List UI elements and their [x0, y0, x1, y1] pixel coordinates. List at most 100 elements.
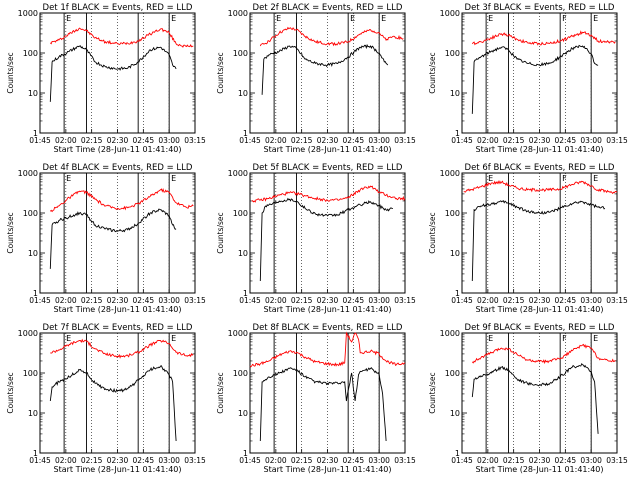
x-tick-label: 02:30: [317, 296, 339, 305]
x-tick-label: 02:45: [555, 296, 577, 305]
x-tick-label: 02:30: [317, 136, 339, 145]
x-tick-label: 02:45: [343, 456, 365, 465]
x-axis-label: Start Time (28-Jun-11 01:41:40): [476, 145, 604, 154]
x-axis-label: Start Time (28-Jun-11 01:41:40): [264, 305, 392, 314]
y-tick-label: 1: [243, 289, 248, 298]
y-tick-label: 1: [455, 289, 460, 298]
x-tick-label: 01:45: [239, 296, 261, 305]
lld-series-line: [49, 27, 194, 48]
event-marker-label: E: [381, 14, 386, 23]
x-tick-label: 02:00: [265, 296, 287, 305]
y-axis-label: Counts/sec: [216, 212, 225, 253]
x-tick-label: 02:15: [81, 456, 103, 465]
x-tick-label: 03:15: [606, 296, 628, 305]
event-marker-label: E: [66, 334, 71, 343]
x-tick-label: 03:00: [368, 136, 390, 145]
x-tick-label: 02:15: [291, 136, 313, 145]
y-tick-label: 1: [455, 449, 460, 458]
x-axis-label: Start Time (28-Jun-11 01:41:40): [476, 305, 604, 314]
lld-series-line: [249, 331, 406, 368]
y-tick-label: 1: [243, 129, 248, 138]
x-tick-label: 01:45: [29, 136, 51, 145]
x-tick-label: 02:00: [265, 136, 287, 145]
y-tick-label: 10: [28, 249, 38, 258]
x-tick-label: 02:15: [291, 296, 313, 305]
x-tick-label: 03:15: [394, 296, 416, 305]
events-series-line: [261, 43, 389, 95]
y-tick-label: 10: [450, 409, 460, 418]
y-tick-label: 10: [28, 409, 38, 418]
x-tick-label: 03:00: [580, 456, 602, 465]
events-series-line: [259, 197, 393, 282]
x-tick-label: 01:45: [29, 296, 51, 305]
x-tick-label: 02:45: [343, 136, 365, 145]
y-tick-label: 1000: [440, 9, 460, 18]
y-axis-label: Counts/sec: [428, 372, 437, 413]
x-tick-label: 02:30: [529, 296, 551, 305]
y-tick-label: 10: [238, 89, 248, 98]
events-series-line: [259, 367, 387, 442]
y-axis-label: Counts/sec: [6, 212, 15, 253]
y-tick-label: 10: [450, 89, 460, 98]
x-axis-label: Start Time (28-Jun-11 01:41:40): [54, 145, 182, 154]
chart-title: Det 5f BLACK = Events, RED = LLD: [253, 163, 403, 173]
y-tick-label: 1: [33, 129, 38, 138]
y-tick-label: 10: [28, 89, 38, 98]
x-tick-label: 01:45: [239, 136, 261, 145]
y-tick-label: 10: [450, 249, 460, 258]
x-tick-label: 02:45: [133, 296, 155, 305]
x-tick-label: 02:00: [477, 456, 499, 465]
y-tick-label: 1000: [440, 329, 460, 338]
x-tick-label: 01:45: [451, 456, 473, 465]
y-tick-label: 100: [233, 209, 248, 218]
y-tick-label: 100: [23, 49, 38, 58]
event-marker-label: E: [171, 14, 176, 23]
x-axis-label: Start Time (28-Jun-11 01:41:40): [264, 465, 392, 474]
event-marker-label: E: [488, 174, 493, 183]
x-tick-label: 02:15: [503, 136, 525, 145]
event-marker-label: E: [593, 174, 598, 183]
y-tick-label: 1000: [228, 9, 248, 18]
event-marker-label: E: [350, 14, 355, 23]
x-tick-label: 02:30: [317, 456, 339, 465]
x-tick-label: 02:45: [555, 136, 577, 145]
event-marker-label: E: [66, 174, 71, 183]
y-tick-label: 100: [23, 369, 38, 378]
x-tick-label: 03:15: [184, 456, 206, 465]
y-tick-label: 1: [33, 449, 38, 458]
x-tick-label: 03:15: [606, 456, 628, 465]
y-tick-label: 1: [33, 289, 38, 298]
lld-series-line: [471, 30, 616, 46]
event-marker-label: F: [562, 174, 567, 183]
chart-title: Det 1f BLACK = Events, RED = LLD: [43, 3, 193, 13]
x-tick-label: 03:15: [606, 136, 628, 145]
x-tick-label: 02:45: [555, 456, 577, 465]
events-series-line: [49, 365, 177, 442]
x-tick-label: 03:15: [394, 456, 416, 465]
x-tick-label: 02:45: [343, 296, 365, 305]
x-tick-label: 03:00: [368, 456, 390, 465]
event-marker-label: E: [171, 174, 176, 183]
y-tick-label: 1: [243, 449, 248, 458]
x-tick-label: 02:45: [133, 136, 155, 145]
y-axis-label: Counts/sec: [216, 372, 225, 413]
event-marker-label: F: [562, 14, 567, 23]
x-tick-label: 03:15: [184, 136, 206, 145]
x-tick-label: 02:00: [265, 456, 287, 465]
chart-title: Det 3f BLACK = Events, RED = LLD: [465, 3, 615, 13]
event-marker-label: F: [562, 334, 567, 343]
lld-series-line: [50, 338, 194, 359]
x-axis-label: Start Time (28-Jun-11 01:41:40): [54, 465, 182, 474]
x-tick-label: 01:45: [451, 136, 473, 145]
x-tick-label: 03:00: [580, 136, 602, 145]
x-axis-label: Start Time (28-Jun-11 01:41:40): [264, 145, 392, 154]
lld-series-line: [463, 180, 618, 195]
event-marker-label: E: [171, 334, 176, 343]
y-tick-label: 1000: [228, 169, 248, 178]
y-tick-label: 1000: [18, 329, 38, 338]
event-marker-label: E: [276, 14, 281, 23]
